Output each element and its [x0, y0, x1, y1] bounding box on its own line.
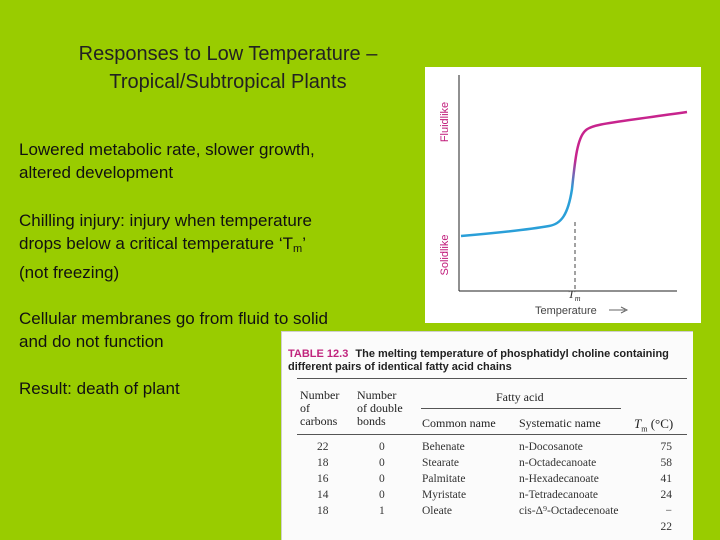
bullet-chilling-tail: ’ (not freezing) [19, 234, 306, 282]
bullet-chilling-injury: Chilling injury: injury when temperature… [19, 209, 339, 284]
table-number: TABLE 12.3 [288, 348, 349, 360]
header-tm: Tm (°C) [634, 416, 674, 434]
table-row: 14 0 Myristate n-Tetradecanoate 24 [317, 489, 672, 501]
header-fatty-acid: Fatty acid [496, 390, 544, 404]
temperature-axis-label: Temperature [535, 305, 597, 317]
title-line-2: Tropical/Subtropical Plants [109, 71, 347, 93]
table-title-line-2: different pairs of identical fatty acid … [288, 361, 512, 373]
fatty-acid-rule [421, 408, 621, 409]
solidlike-label: Solidlike [439, 235, 451, 276]
table-header-rule [297, 434, 687, 435]
tm-subscript: m [293, 243, 303, 255]
tm-label: Tm [568, 287, 581, 303]
header-systematic-name: Systematic name [519, 416, 601, 430]
bullet-membranes: Cellular membranes go from fluid to soli… [19, 309, 328, 351]
table-row: 18 0 Stearate n-Octadecanoate 58 [317, 457, 672, 469]
header-carbons: Number of carbons [300, 388, 340, 428]
header-double-bonds: Number of double bonds [357, 388, 403, 428]
table-top-rule [297, 378, 687, 379]
bullet-metabolic-rate: Lowered metabolic rate, slower growth, a… [19, 140, 315, 182]
table-row: 22 0 Behenate n-Docosanote 75 [317, 441, 672, 453]
phase-transition-svg: Fluidlike Solidlike Tm Temperature [439, 75, 688, 317]
header-common-name: Common name [422, 416, 496, 430]
fluidlike-label: Fluidlike [439, 102, 451, 142]
title-line-1: Responses to Low Temperature – [78, 43, 378, 65]
table-title: TABLE 12.3 The melting temperature of ph… [288, 348, 686, 374]
table-row: 18 1 Oleate cis-Δ⁹-Octadecenoate − 22 [317, 505, 672, 533]
table-title-line-1: The melting temperature of phosphatidyl … [355, 348, 669, 360]
bullet-result: Result: death of plant [19, 379, 180, 398]
slide-title: Responses to Low Temperature – Tropical/… [28, 40, 428, 96]
table-row: 16 0 Palmitate n-Hexadecanoate 41 [317, 473, 672, 485]
phase-transition-graph: Fluidlike Solidlike Tm Temperature [425, 67, 701, 323]
transition-curve [460, 110, 688, 238]
fatty-acid-table: TABLE 12.3 The melting temperature of ph… [281, 331, 693, 540]
bullet-chilling-text: Chilling injury: injury when temperature… [19, 211, 312, 253]
